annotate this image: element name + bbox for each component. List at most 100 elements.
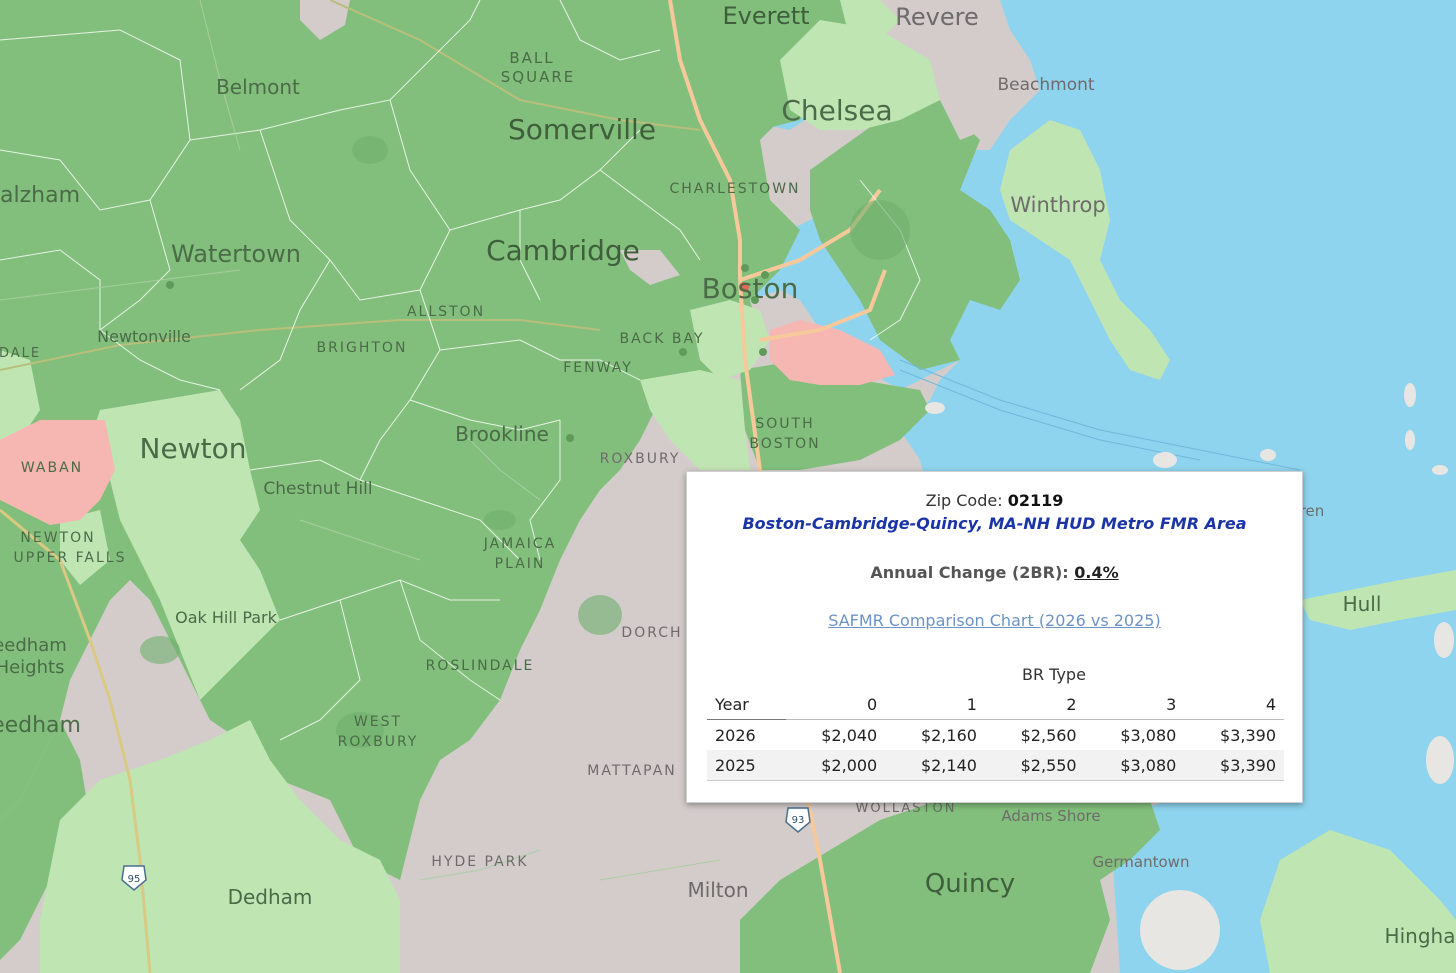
label-newton-upper-falls-1: NEWTON <box>20 530 95 546</box>
zone-light-green-newton <box>90 390 280 700</box>
year-cell: 2026 <box>715 725 756 745</box>
label-hingham: Hingha <box>1385 924 1456 948</box>
label-needham: eedham <box>0 713 81 738</box>
label-everett: Everett <box>722 2 809 30</box>
table-row: 2025 $2,000 $2,140 $2,550 $3,080 $3,390 <box>707 750 1284 781</box>
table-row: 2026 $2,040 $2,160 $2,560 $3,080 $3,390 <box>707 720 1284 751</box>
zone-dark-green-west-strip <box>0 720 90 960</box>
rent-cell: $2,040 <box>821 725 878 745</box>
label-hyde-park: HYDE PARK <box>431 854 528 870</box>
zone-dark-green-east <box>810 100 1020 370</box>
rent-cell: $3,390 <box>1220 725 1276 745</box>
br-column-header: 3 <box>1084 689 1185 720</box>
shield-93-icon: 93 <box>785 807 811 833</box>
shield-93-label: 93 <box>792 815 805 826</box>
label-quincy: Quincy <box>925 869 1015 899</box>
annual-change-label: Annual Change (2BR): <box>870 563 1069 582</box>
label-dale: DALE <box>0 346 41 361</box>
label-chestnut-hill: Chestnut Hill <box>263 479 372 499</box>
label-jamaica-plain-1: JAMAICA <box>483 536 557 552</box>
label-needham-heights-2: Heights <box>0 657 64 678</box>
zip-code-line: Zip Code: 02119 <box>687 491 1302 510</box>
rent-cell: $3,080 <box>1120 725 1177 745</box>
zone-light-green-winthrop <box>1000 120 1170 380</box>
shield-95-label: 95 <box>128 874 141 885</box>
label-jamaica-plain-2: PLAIN <box>495 556 546 572</box>
label-revere: Revere <box>895 3 978 31</box>
br-column-header: 4 <box>1184 689 1284 720</box>
br-column-header: 1 <box>885 689 985 720</box>
rent-cell: $2,000 <box>785 750 886 781</box>
minor-roads <box>0 0 721 881</box>
zone-dark-green-south-boston <box>740 360 930 470</box>
zone-pink-seaport <box>770 320 895 385</box>
shield-95-icon: 95 <box>121 865 147 891</box>
highway-route-2 <box>329 0 701 131</box>
label-island-partial: ren <box>1300 502 1325 520</box>
label-mattapan: MATTAPAN <box>587 763 677 779</box>
label-needham-heights-1: eedham <box>0 635 67 656</box>
zone-grey-cambridge-pocket <box>620 250 680 285</box>
rent-cell: $2,560 <box>1020 725 1077 745</box>
zone-light-green-downtown <box>690 300 770 380</box>
zip-info-popup: Zip Code: 02119 Boston-Cambridge-Quincy,… <box>686 471 1303 803</box>
label-belmont: Belmont <box>216 75 300 99</box>
rent-cell: $3,080 <box>1084 750 1185 781</box>
zone-light-green-north-east <box>840 0 900 40</box>
year-column-header: Year <box>707 689 786 720</box>
fmr-area-name: Boston-Cambridge-Quincy, MA-NH HUD Metro… <box>742 514 1247 533</box>
rent-cell: $2,550 <box>984 750 1085 781</box>
zip-code-label: Zip Code: <box>925 491 1003 510</box>
annual-change-value: 0.4% <box>1074 563 1119 582</box>
label-charlestown: CHARLESTOWN <box>669 181 800 197</box>
zone-pink-waban <box>0 420 115 525</box>
label-watertown: Watertown <box>171 240 301 268</box>
highway-i93-north <box>668 0 742 280</box>
safmr-comparison-chart-link[interactable]: SAFMR Comparison Chart (2026 vs 2025) <box>828 611 1161 630</box>
label-brighton: BRIGHTON <box>317 340 408 356</box>
zip-code-value: 02119 <box>1007 491 1064 510</box>
fmr-table: Year 0 1 2 3 4 2026 $2,040 $2,160 $2,560… <box>707 689 1284 781</box>
label-hull: Hull <box>1343 592 1382 616</box>
label-roxbury: ROXBURY <box>600 451 681 467</box>
label-roslindale: ROSLINDALE <box>426 658 535 674</box>
label-chelsea: Chelsea <box>781 94 892 127</box>
label-south-boston-2: BOSTON <box>749 436 820 452</box>
zone-grey-north-west <box>300 0 350 40</box>
label-west-roxbury-1: WEST <box>354 714 402 730</box>
poi-dots <box>166 264 769 442</box>
rent-cell: $2,160 <box>920 725 977 745</box>
zone-dark-green-quincy <box>740 780 1160 973</box>
label-cambridge: Cambridge <box>486 234 640 267</box>
br-type-header: BR Type <box>1022 665 1086 684</box>
parks <box>140 136 910 748</box>
selected-location-marker <box>739 282 749 292</box>
label-newton: Newton <box>140 432 247 465</box>
annual-change-line: Annual Change (2BR): 0.4% <box>687 563 1302 582</box>
label-dorchester: DORCH <box>621 625 682 641</box>
place-labels: Everett Revere BALL SQUARE Belmont Beach… <box>0 2 1455 948</box>
label-dedham: Dedham <box>228 885 313 909</box>
label-germantown: Germantown <box>1093 853 1190 871</box>
year-cell: 2025 <box>707 750 786 781</box>
label-fenway: FENWAY <box>563 360 633 376</box>
br-column-header: 0 <box>785 689 886 720</box>
br-column-header: 2 <box>984 689 1085 720</box>
label-adams-shore: Adams Shore <box>1001 807 1100 825</box>
rent-cell: $2,140 <box>885 750 985 781</box>
label-south-boston-1: SOUTH <box>755 416 814 432</box>
shipping-lanes <box>899 359 1301 471</box>
label-ball-square-2: SQUARE <box>501 68 575 86</box>
highway-turnpike <box>0 319 601 371</box>
label-waltham: alzham <box>0 183 80 208</box>
label-somerville: Somerville <box>508 113 656 146</box>
zone-light-green-hull <box>1300 570 1456 630</box>
zone-light-green-hingham <box>1260 830 1456 973</box>
label-oak-hill-park: Oak Hill Park <box>175 608 278 627</box>
label-brookline: Brookline <box>455 422 549 446</box>
label-beachmont: Beachmont <box>997 75 1094 95</box>
label-boston: Boston <box>702 272 799 305</box>
label-newton-upper-falls-2: UPPER FALLS <box>14 550 127 566</box>
